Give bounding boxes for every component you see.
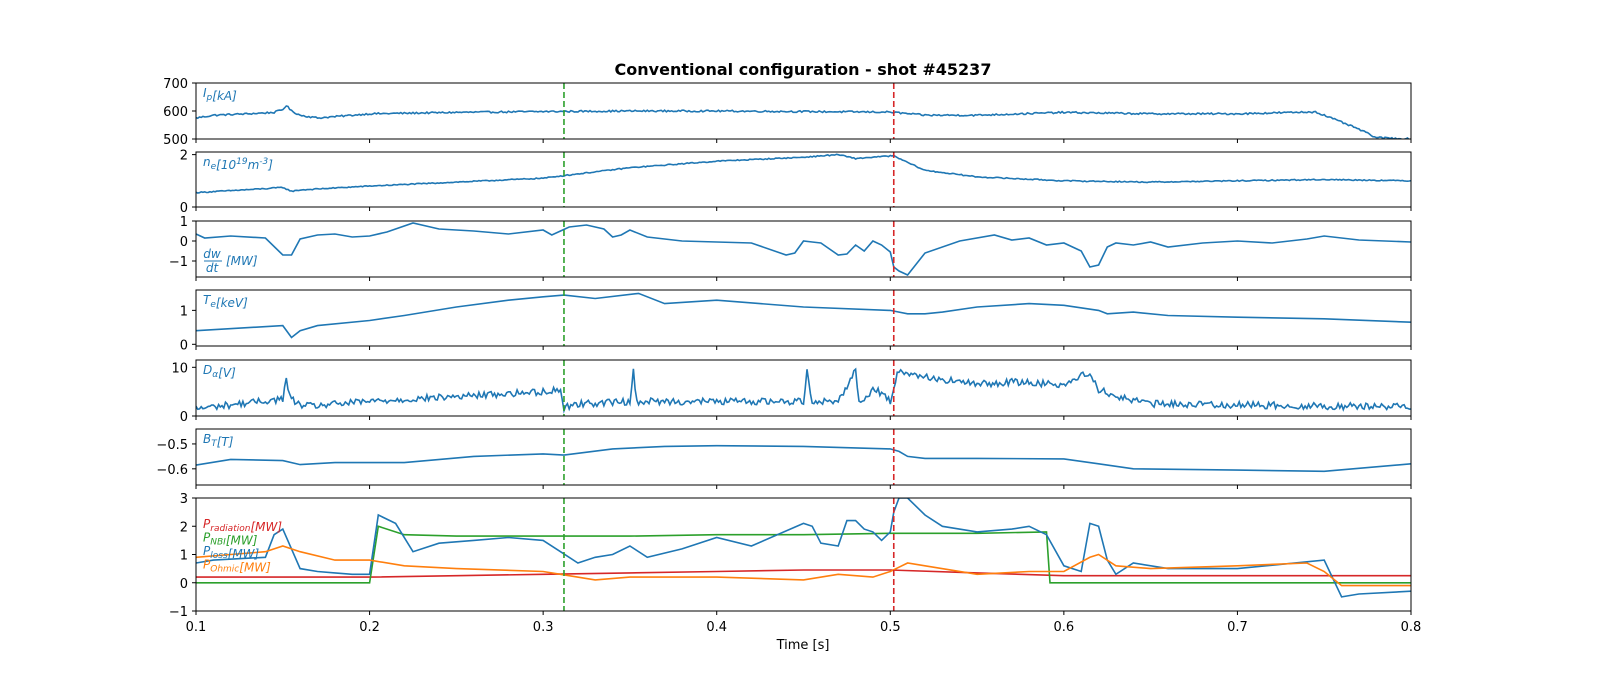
panel-te: 0 1 Te[keV]	[180, 289, 1412, 353]
series-line-bt	[196, 444, 1411, 473]
series-line-p_ohmic	[196, 545, 1411, 587]
x-axis-label: Time [s]	[776, 638, 830, 653]
panel-label: ne[1019m-3]	[203, 155, 273, 172]
chart-title: Conventional configuration - shot #45237	[615, 60, 992, 79]
panel-da: 0 10 Dα[V]	[171, 359, 1412, 425]
y-tick-label: 1	[180, 215, 188, 230]
panel-power: −1 0 1 2 3 Pradiation[MW]PNBI[MW]Ploss[MW]POh…	[169, 492, 1412, 620]
panel-frame	[195, 151, 1412, 208]
y-tick-label: 700	[163, 77, 188, 92]
series-line-dwdt	[196, 222, 1411, 276]
panel-ip: 500 600 700 Ip[kA]	[163, 77, 1412, 148]
panel-da-series	[196, 367, 1411, 414]
panel-label-unit: [MW]	[226, 254, 258, 268]
panel-label: PNBI[MW]	[203, 531, 258, 548]
series-line-p_loss	[196, 498, 1411, 598]
panel-label: Ploss[MW]	[203, 544, 260, 561]
y-tick-label: 0	[180, 410, 188, 425]
panel-power-series	[196, 498, 1411, 598]
series-line-te	[196, 292, 1411, 339]
panel-label: POhmic[MW]	[203, 558, 271, 575]
panel-ne-series	[196, 153, 1411, 194]
panel-label: Te[keV]	[203, 293, 248, 310]
panel-frame	[195, 359, 1412, 417]
panel-label: BT[T]	[203, 432, 234, 449]
y-tick-label: 10	[171, 361, 188, 376]
panel-bt-series	[196, 444, 1411, 473]
y-tick-label: 0	[180, 235, 188, 250]
x-tick-label: 0.5	[880, 620, 901, 635]
panel-frame	[195, 289, 1412, 347]
panel-label-numerator: dw	[203, 247, 221, 261]
y-tick-label: 3	[180, 492, 188, 507]
panel-dwdt-series	[196, 222, 1411, 276]
y-tick-label: 0	[180, 338, 188, 353]
x-tick-label: 0.4	[706, 620, 727, 635]
x-tick-label: 0.2	[359, 620, 380, 635]
y-tick-label: 2	[180, 149, 188, 164]
y-tick-label: 600	[163, 105, 188, 120]
y-tick-label: −1	[169, 255, 188, 270]
y-tick-label: 0	[180, 201, 188, 216]
panel-label-denominator: dt	[206, 261, 220, 275]
y-tick-label: −0.6	[156, 463, 188, 478]
series-line-p_radiation	[196, 569, 1411, 578]
panel-ne: 0 2 ne[1019m-3]	[180, 149, 1412, 216]
x-tick-label: 0.1	[186, 620, 207, 635]
panel-label: Dα[V]	[203, 363, 236, 380]
x-tick-labels: 0.1 0.2 0.3 0.4 0.5 0.6 0.7 0.8	[186, 620, 1422, 635]
panel-frame	[195, 220, 1412, 278]
panel-ip-series	[196, 105, 1411, 139]
x-tick-label: 0.6	[1054, 620, 1075, 635]
series-line-ip	[196, 105, 1411, 139]
x-tick-label: 0.8	[1401, 620, 1422, 635]
y-tick-label: −1	[169, 605, 188, 620]
y-tick-label: −0.5	[156, 438, 188, 453]
y-tick-label: 500	[163, 133, 188, 148]
panel-label: Ip[kA]	[203, 86, 237, 103]
series-line-da	[196, 367, 1411, 414]
x-tick-label: 0.7	[1227, 620, 1248, 635]
y-tick-label: 2	[180, 520, 188, 535]
panel-label: Pradiation[MW]	[203, 517, 282, 534]
y-tick-label: 1	[180, 304, 188, 319]
panel-te-series	[196, 292, 1411, 339]
x-tick-label: 0.3	[533, 620, 554, 635]
series-line-p_nbi	[196, 525, 1411, 584]
series-line-ne	[196, 153, 1411, 194]
y-tick-label: 1	[180, 549, 188, 564]
panel-frame	[195, 428, 1412, 486]
panel-bt: −0.5 −0.6 BT[T]	[156, 428, 1412, 489]
y-tick-label: 0	[180, 577, 188, 592]
